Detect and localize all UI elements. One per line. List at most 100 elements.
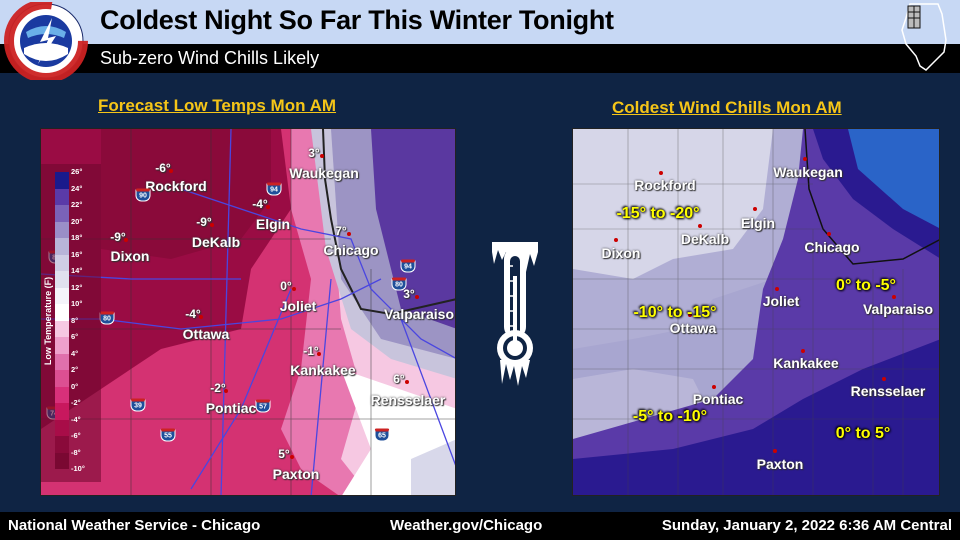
legend-tick: 8° — [71, 315, 79, 325]
legend-tick: -4° — [71, 414, 81, 424]
interstate-shield: 57 — [255, 399, 271, 413]
city-marker — [199, 315, 203, 319]
legend-swatch — [55, 172, 69, 189]
city-label: Valparaiso — [383, 306, 455, 322]
legend-tick: 0° — [71, 381, 79, 391]
temperature-shading — [41, 129, 455, 495]
header-bar: Coldest Night So Far This Winter Tonight — [0, 0, 960, 44]
legend-tick: 10° — [71, 299, 83, 308]
city-marker — [169, 169, 173, 173]
city-label: Waukegan — [773, 164, 843, 180]
city-marker — [753, 207, 757, 211]
illinois-locator-map — [901, 3, 947, 71]
wind-chill-range-label: -10° to -15° — [633, 304, 717, 321]
city-label: Chicago — [323, 242, 379, 258]
legend-swatch — [55, 403, 69, 420]
city-label: Elgin — [740, 215, 776, 231]
temperature-value: 7° — [335, 224, 347, 238]
city-marker — [698, 224, 702, 228]
forecast-low-temps-map: Rockford -6° Waukegan 3° Elgin -4° DeKalb -9° Di… — [40, 128, 456, 496]
legend-tick: 14° — [71, 266, 83, 275]
city-label: Dixon — [110, 248, 150, 264]
legend-swatch — [55, 386, 69, 403]
legend-swatch — [55, 337, 69, 354]
coldest-wind-chills-map: Waukegan Rockford Elgin DeKalb Dixon Chicago J… — [572, 128, 940, 496]
temperature-value: 0° — [280, 279, 292, 293]
interstate-shield: 80 — [99, 311, 115, 325]
city-marker — [882, 377, 886, 381]
legend-swatch — [55, 254, 69, 271]
temperature-value: -4° — [252, 197, 268, 211]
city-marker — [775, 287, 779, 291]
legend-tick: -2° — [71, 398, 81, 407]
city-label: Ottawa — [182, 326, 230, 342]
legend-title: Low Temperature (F) — [43, 276, 53, 366]
legend-tick: 26° — [71, 167, 83, 176]
temperature-value: 3° — [403, 287, 415, 301]
temperature-value: -4° — [185, 307, 201, 321]
legend-tick: 6° — [71, 332, 79, 341]
city-marker — [266, 205, 270, 209]
city-marker — [210, 223, 214, 227]
temperature-legend: Low Temperature (F) 26° 24° 22° 20° 18° 16° 14… — [41, 164, 101, 482]
city-marker — [801, 349, 805, 353]
city-label: Waukegan — [289, 165, 359, 181]
right-map-title: Coldest Wind Chills Mon AM — [612, 98, 842, 117]
legend-swatch — [55, 320, 69, 337]
city-label: Rockford — [145, 178, 207, 194]
legend-swatch — [55, 452, 69, 469]
legend-swatch — [55, 304, 69, 321]
footer-website[interactable]: Weather.gov/Chicago — [390, 517, 543, 534]
legend-swatch — [55, 436, 69, 453]
interstate-shield: 65 — [374, 428, 390, 442]
temperature-value: 3° — [308, 146, 320, 160]
legend-tick: 12° — [71, 282, 83, 292]
wind-chill-range-label: -15° to -20° — [616, 205, 700, 222]
city-marker — [405, 380, 409, 384]
interstate-shield: 80 — [391, 277, 407, 291]
temperature-value: -6° — [155, 161, 171, 175]
left-map-title: Forecast Low Temps Mon AM — [98, 96, 337, 115]
legend-swatch — [55, 188, 69, 205]
legend-swatch — [55, 271, 69, 288]
city-marker — [290, 455, 294, 459]
city-label: Kankakee — [773, 355, 839, 371]
footer-bar: National Weather Service - Chicago Weath… — [0, 512, 960, 540]
city-label: Elgin — [255, 216, 291, 232]
legend-tick: 20° — [71, 216, 83, 226]
legend-tick: 2° — [71, 365, 79, 374]
legend-swatch — [55, 238, 69, 255]
city-label: DeKalb — [191, 234, 241, 250]
legend-swatch — [55, 287, 69, 304]
temperature-value: 6° — [393, 372, 405, 386]
legend-swatch — [55, 221, 69, 238]
thermometer-icon — [492, 242, 538, 386]
wind-chill-shading — [573, 129, 939, 495]
legend-tick: 22° — [71, 200, 83, 209]
interstate-shield: 55 — [160, 428, 176, 442]
city-label: Valparaiso — [862, 301, 934, 317]
city-label: Rensselaer — [850, 383, 926, 399]
temperature-value: -1° — [303, 344, 319, 358]
wind-chill-range-label: 0° to 5° — [835, 425, 891, 442]
legend-tick: 18° — [71, 233, 83, 242]
city-label: Pontiac — [692, 391, 744, 407]
city-marker — [292, 287, 296, 291]
city-marker — [712, 385, 716, 389]
legend-swatch — [55, 353, 69, 370]
city-marker — [320, 154, 324, 158]
legend-swatch — [55, 370, 69, 387]
legend-tick: -10° — [71, 464, 85, 473]
nws-logo — [4, 2, 88, 80]
city-marker — [347, 232, 351, 236]
city-marker — [317, 352, 321, 356]
city-label: Rensselaer — [370, 392, 446, 408]
city-label: Kankakee — [290, 362, 356, 378]
temperature-value: -9° — [110, 230, 126, 244]
city-label: Pontiac — [205, 400, 257, 416]
city-marker — [659, 171, 663, 175]
city-label: Rockford — [634, 177, 696, 193]
city-marker — [224, 389, 228, 393]
city-label: Chicago — [804, 239, 860, 255]
city-label: Paxton — [756, 456, 804, 472]
